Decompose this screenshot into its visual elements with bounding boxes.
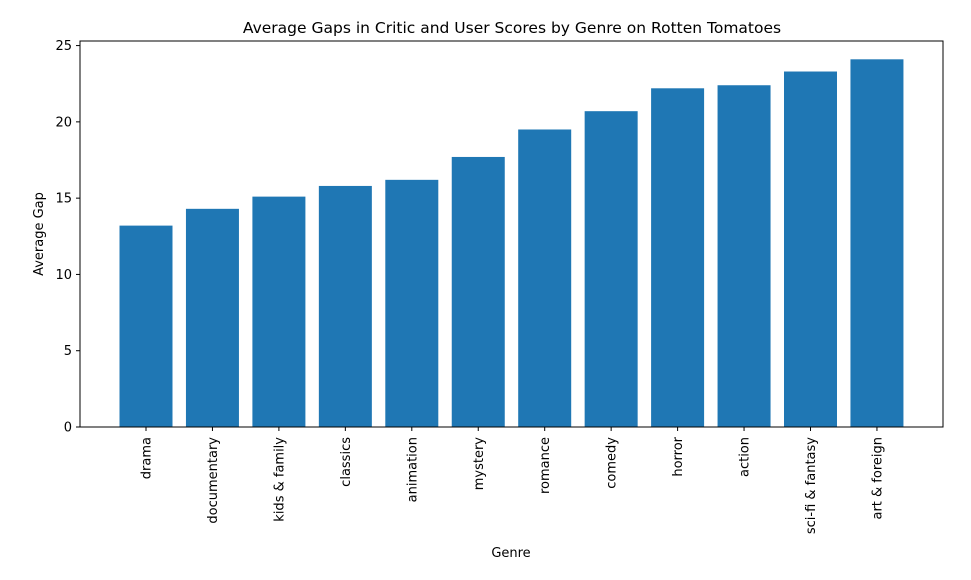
y-axis: 0 5 10 15 20 25 [55,39,80,436]
x-tick-label: animation [405,437,420,502]
y-tick-label: 0 [64,421,72,436]
y-tick-label: 5 [64,344,72,359]
x-tick-label: mystery [472,437,487,491]
chart-title: Average Gaps in Critic and User Scores b… [243,19,781,37]
x-tick-label: documentary [206,437,221,524]
bar-horror [651,88,705,427]
bar-action [717,85,771,427]
bar-art-foreign [850,59,904,428]
bars-group [119,59,904,428]
y-tick-label: 10 [55,268,72,283]
bar-classics [318,185,372,427]
y-axis-label: Average Gap [32,192,47,276]
bar-animation [385,179,439,427]
y-tick-label: 15 [55,192,72,207]
bar-kids-family [252,196,306,427]
bar-romance [518,129,572,427]
x-axis-label: Genre [491,546,530,561]
bar-mystery [451,156,505,427]
x-axis: drama documentary kids & family classics ani… [140,427,885,534]
x-tick-label: drama [140,437,155,479]
x-tick-label: romance [538,437,553,494]
bar-drama [119,225,173,427]
x-tick-label: kids & family [272,437,287,522]
y-tick-label: 20 [55,115,72,130]
x-tick-label: sci-fi & fantasy [804,437,819,534]
x-tick-label: action [738,437,753,477]
x-tick-label: horror [671,436,686,476]
x-tick-label: comedy [605,437,620,489]
x-tick-label: classics [339,437,354,487]
y-tick-label: 25 [55,39,72,54]
x-tick-label: art & foreign [870,437,885,520]
bar-comedy [584,111,638,427]
bar-documentary [185,208,239,427]
plot-frame [79,40,944,428]
bar-sci-fi-fantasy [784,71,837,428]
